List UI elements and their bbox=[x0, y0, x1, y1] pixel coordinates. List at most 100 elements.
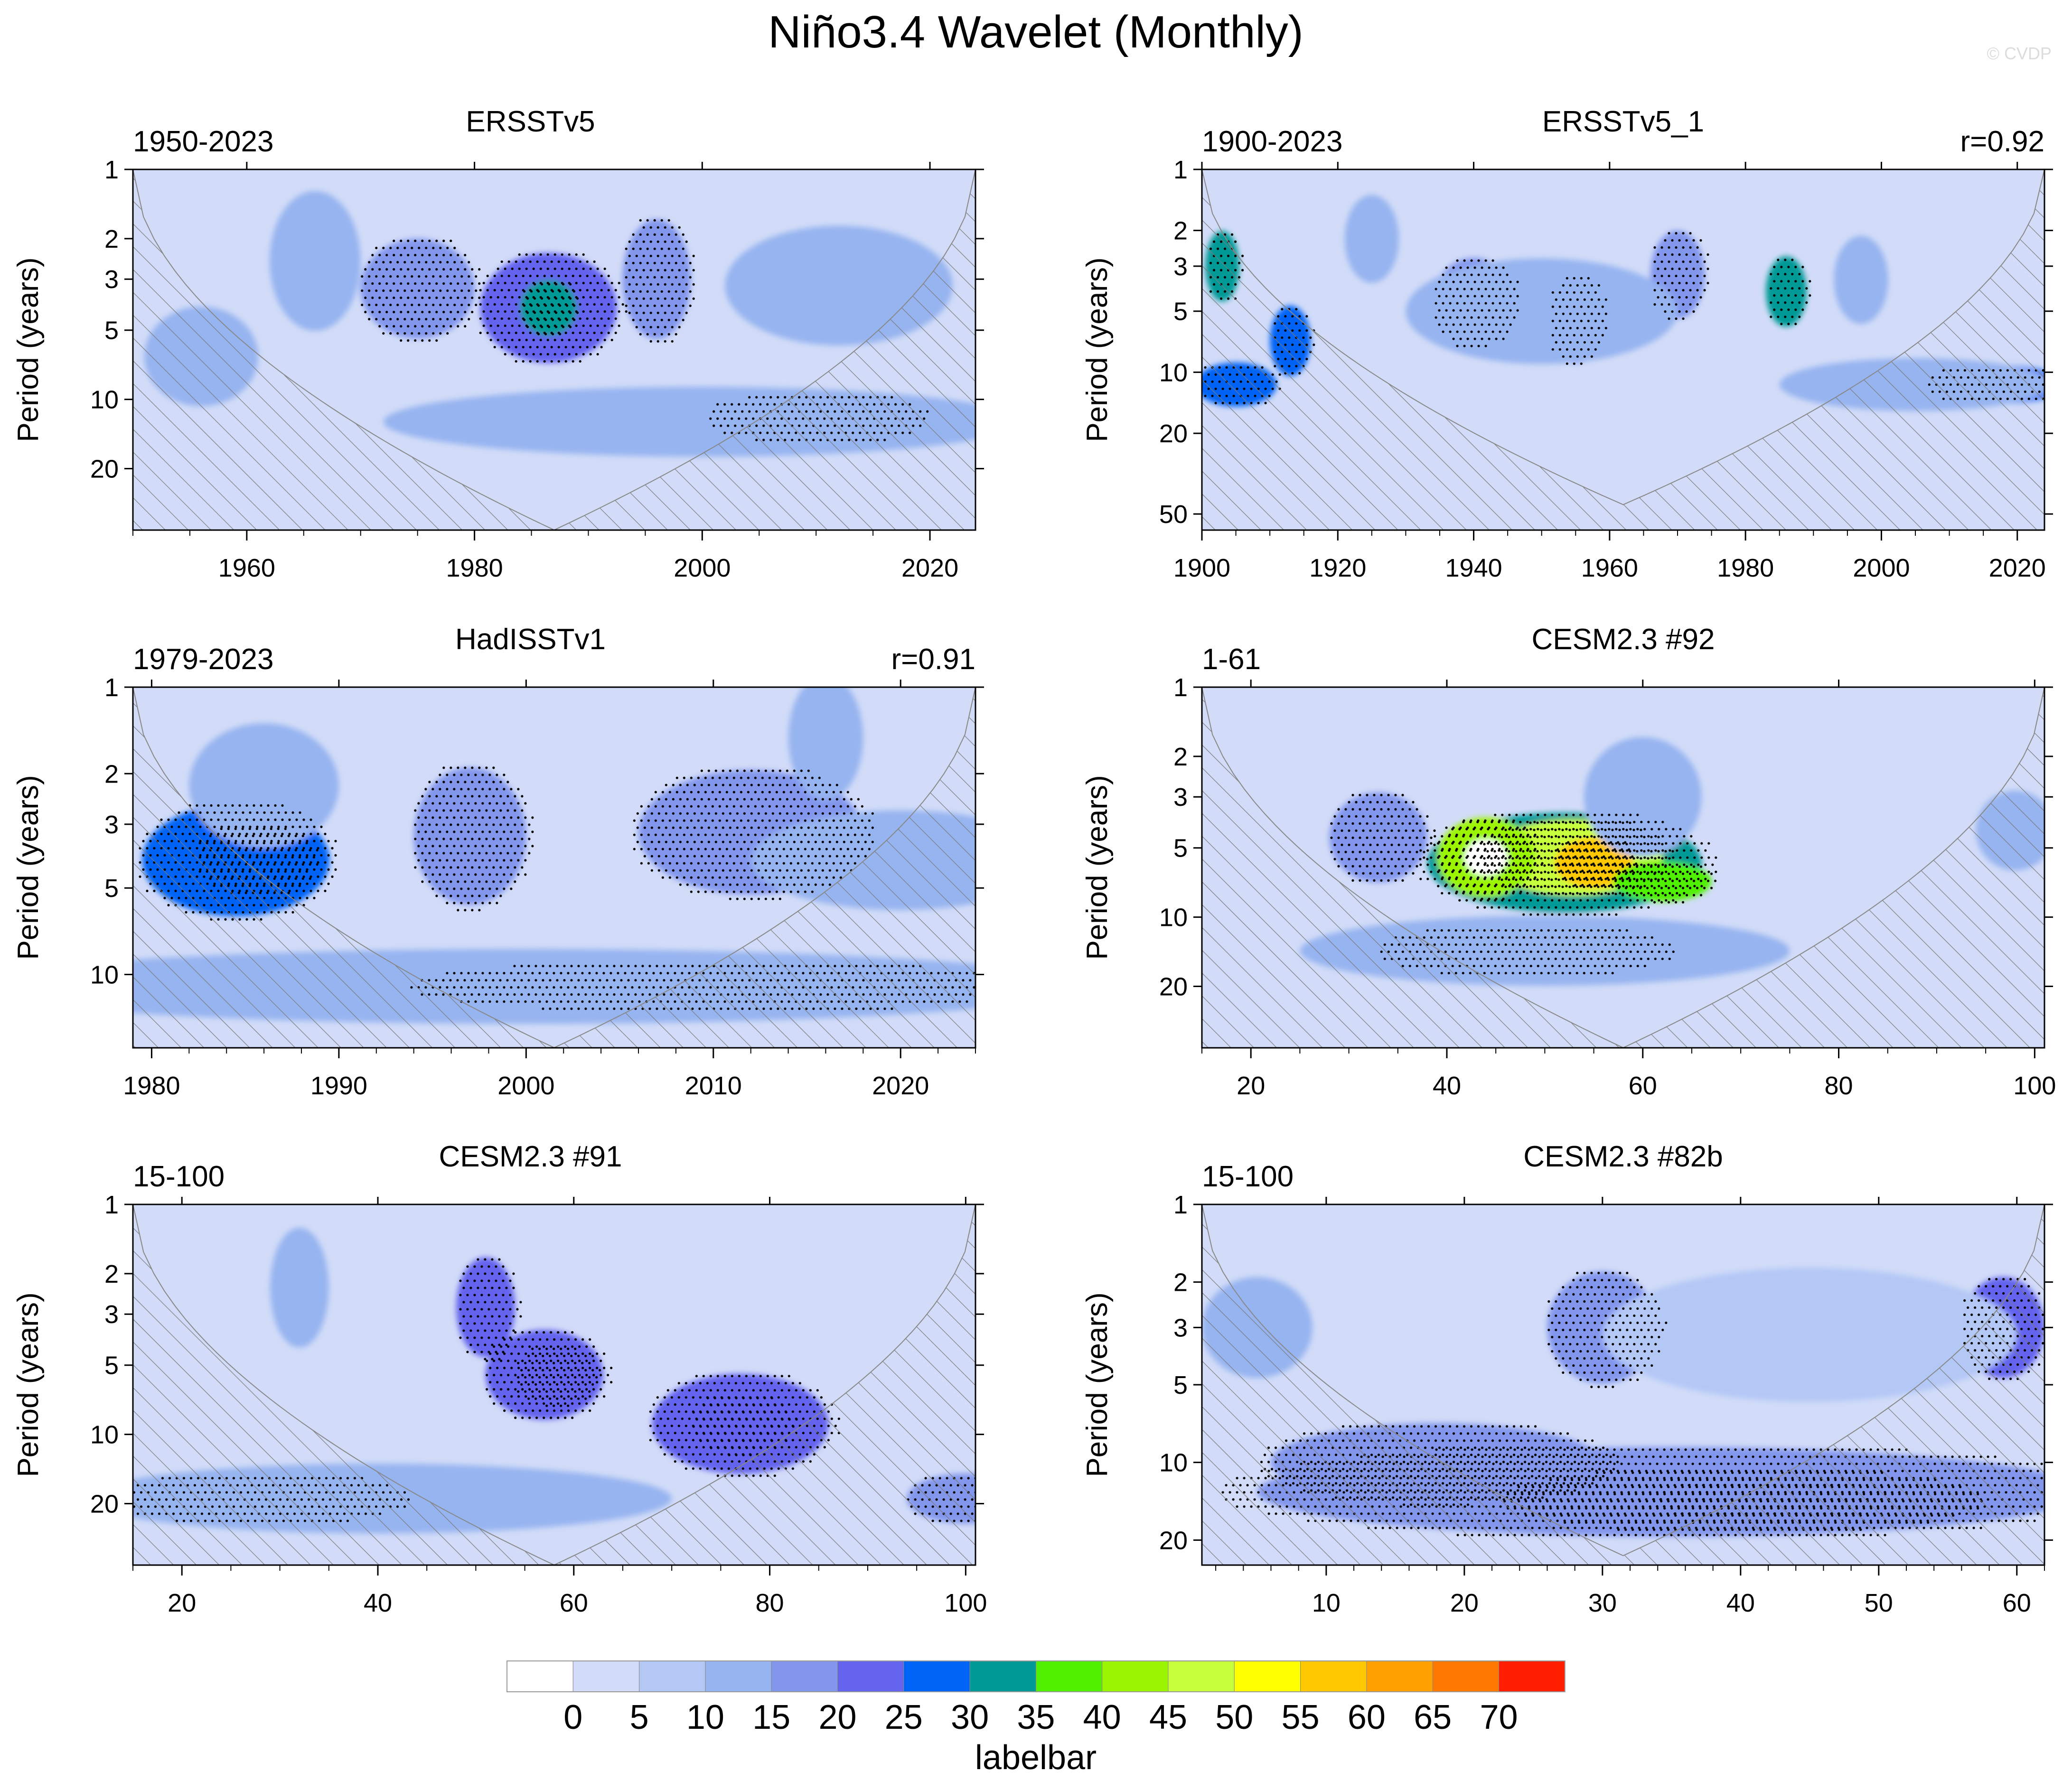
stipple-dot bbox=[1671, 310, 1674, 313]
stipple-dot bbox=[1459, 337, 1462, 340]
stipple-dot bbox=[1452, 840, 1455, 843]
stipple-dot bbox=[389, 275, 392, 278]
stipple-dot bbox=[671, 254, 674, 257]
stipple-dot bbox=[248, 856, 251, 859]
stipple-dot bbox=[504, 338, 506, 342]
stipple-dot bbox=[424, 830, 427, 833]
stipple-dot bbox=[656, 283, 659, 286]
stipple-dot bbox=[1505, 833, 1508, 836]
stipple-dot bbox=[1604, 886, 1607, 888]
stipple-dot bbox=[471, 895, 474, 897]
stipple-dot bbox=[324, 847, 327, 849]
stipple-dot bbox=[1646, 872, 1649, 875]
stipple-dot bbox=[538, 972, 541, 975]
stipple-dot bbox=[1611, 957, 1614, 960]
stipple-dot bbox=[686, 826, 689, 829]
stipple-dot bbox=[464, 895, 467, 897]
stipple-dot bbox=[1682, 289, 1685, 292]
stipple-dot bbox=[1373, 808, 1376, 811]
stipple-dot bbox=[526, 297, 529, 300]
stipple-dot bbox=[828, 812, 831, 815]
stipple-dot bbox=[1643, 856, 1646, 859]
stipple-dot bbox=[1530, 840, 1533, 843]
stipple-dot bbox=[1597, 971, 1600, 975]
stipple-dot bbox=[1773, 280, 1776, 283]
stipple-dot bbox=[1611, 971, 1614, 975]
stipple-dot bbox=[1519, 829, 1521, 831]
stipple-dot bbox=[1568, 843, 1571, 846]
stipple-dot bbox=[778, 783, 781, 786]
stipple-dot bbox=[281, 847, 284, 849]
stipple-dot bbox=[470, 979, 473, 982]
stipple-dot bbox=[291, 839, 294, 842]
stipple-dot bbox=[731, 417, 733, 420]
stipple-dot bbox=[400, 282, 403, 285]
stipple-dot bbox=[1704, 849, 1707, 852]
stipple-dot bbox=[517, 816, 520, 819]
stipple-dot bbox=[660, 247, 663, 250]
stipple-dot bbox=[846, 791, 849, 793]
stipple-dot bbox=[432, 332, 435, 335]
stipple-dot bbox=[814, 869, 817, 872]
stipple-dot bbox=[850, 855, 853, 858]
stipple-dot bbox=[1654, 957, 1657, 960]
stipple-dot bbox=[291, 856, 294, 859]
stipple-dot bbox=[627, 965, 630, 968]
stipple-dot bbox=[654, 819, 657, 822]
cone-of-influence bbox=[133, 687, 975, 1048]
stipple-dot bbox=[647, 833, 650, 836]
stipple-dot bbox=[506, 979, 509, 982]
stipple-dot bbox=[531, 816, 534, 819]
stipple-dot bbox=[1568, 871, 1571, 874]
stipple-dot bbox=[771, 769, 774, 772]
stipple-dot bbox=[1595, 841, 1598, 844]
stipple-dot bbox=[1495, 266, 1498, 269]
stipple-dot bbox=[1628, 894, 1631, 896]
stipple-dot bbox=[1463, 890, 1465, 893]
stipple-dot bbox=[450, 823, 452, 826]
stipple-dot bbox=[267, 832, 270, 835]
stipple-dot bbox=[846, 833, 849, 836]
stipple-dot bbox=[572, 304, 576, 307]
stipple-dot bbox=[1587, 348, 1590, 351]
stipple-dot bbox=[518, 338, 521, 342]
stipple-dot bbox=[543, 274, 546, 278]
stipple-dot bbox=[1647, 957, 1650, 960]
stipple-dot bbox=[249, 825, 252, 828]
stipple-dot bbox=[1529, 836, 1532, 839]
stipple-dot bbox=[1805, 287, 1808, 290]
stipple-dot bbox=[488, 902, 491, 904]
stipple-dot bbox=[1583, 877, 1586, 880]
stipple-dot bbox=[1484, 259, 1487, 262]
stipple-dot bbox=[510, 802, 513, 805]
stipple-dot bbox=[492, 866, 495, 869]
panel-title: ERSSTv5_1 bbox=[1542, 105, 1704, 138]
stipple-dot bbox=[248, 841, 251, 845]
stipple-dot bbox=[1544, 856, 1547, 859]
stipple-dot bbox=[1682, 303, 1685, 306]
stipple-dot bbox=[1555, 906, 1557, 909]
stipple-dot bbox=[1607, 821, 1610, 824]
stipple-dot bbox=[1455, 848, 1458, 850]
stipple-dot bbox=[425, 317, 428, 321]
stipple-dot bbox=[1544, 813, 1547, 816]
stipple-dot bbox=[488, 845, 491, 848]
stipple-dot bbox=[242, 825, 244, 828]
stipple-dot bbox=[704, 791, 707, 793]
stipple-dot bbox=[562, 326, 565, 328]
stipple-dot bbox=[764, 840, 767, 843]
stipple-dot bbox=[1502, 855, 1505, 858]
y-tick-label: 3 bbox=[1173, 252, 1188, 281]
stipple-dot bbox=[990, 993, 993, 996]
stipple-dot bbox=[1544, 913, 1547, 916]
stipple-dot bbox=[700, 783, 703, 786]
stipple-dot bbox=[400, 253, 403, 257]
stipple-dot bbox=[273, 834, 276, 838]
stipple-dot bbox=[1458, 899, 1461, 902]
stipple-dot bbox=[595, 1000, 598, 1003]
stipple-dot bbox=[435, 795, 438, 798]
stipple-dot bbox=[1573, 319, 1575, 322]
stipple-dot bbox=[1369, 829, 1372, 832]
stipple-dot bbox=[270, 841, 272, 845]
stipple-dot bbox=[620, 979, 623, 982]
